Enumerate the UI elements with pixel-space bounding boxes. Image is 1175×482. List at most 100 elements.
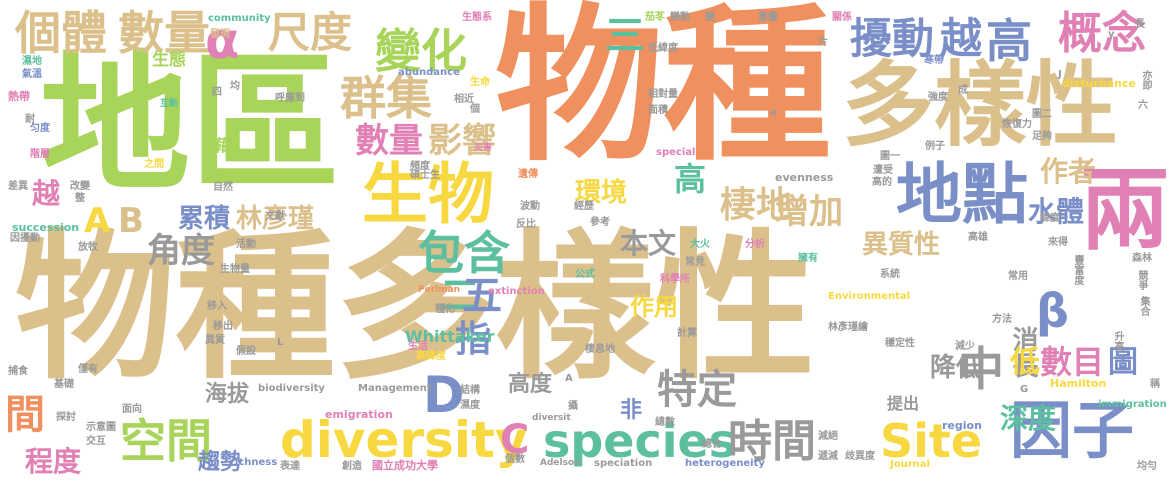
word: 移入 xyxy=(207,301,227,312)
word: 環境 xyxy=(575,178,628,208)
word: 反比 xyxy=(516,219,536,230)
word: 高 xyxy=(986,14,1032,68)
word: 變 xyxy=(705,12,715,23)
word: 創造 xyxy=(342,461,362,472)
word: richness xyxy=(230,457,278,468)
word: 變動 xyxy=(670,12,690,23)
word: 作者 xyxy=(1040,155,1097,188)
word: 呼應到 xyxy=(275,93,305,104)
word: 波動 xyxy=(520,201,540,212)
word: 公式 xyxy=(575,269,595,280)
word: 稱 xyxy=(1150,379,1160,390)
word: 經歷 xyxy=(574,201,594,212)
word: 累積 xyxy=(178,204,231,234)
word: heterogeneity xyxy=(685,458,765,469)
word: 數量 xyxy=(355,121,423,161)
word: 棲地 xyxy=(720,185,793,226)
word: 高度 xyxy=(508,372,553,397)
word: Adelson xyxy=(540,458,581,468)
word: 地區 xyxy=(40,38,341,212)
word: 生活 xyxy=(408,341,428,352)
word: 水體 xyxy=(1028,195,1085,228)
word: Whittaker xyxy=(405,327,495,346)
word: 歧異度 xyxy=(845,451,875,462)
word: 數目 xyxy=(1040,343,1105,381)
word: 分析 xyxy=(745,239,765,250)
word: 特定 xyxy=(657,367,737,413)
word: speciation xyxy=(594,458,653,469)
word: 假設 xyxy=(236,346,256,357)
word: A xyxy=(84,201,111,241)
word: 均 xyxy=(230,81,240,92)
word: 物種多樣性 xyxy=(15,214,816,401)
word: 發現 xyxy=(210,29,230,40)
word: 足夠 xyxy=(1032,131,1052,142)
word: 五 xyxy=(462,273,502,319)
word: 地點 xyxy=(896,156,1028,233)
word: 豐富度 xyxy=(1072,255,1083,285)
word: A xyxy=(565,373,573,384)
word: 異質性 xyxy=(862,230,941,260)
word: 高的 xyxy=(872,177,892,188)
word: 競爭 xyxy=(1136,270,1147,290)
word: 濕度 xyxy=(460,400,480,411)
word: 生命 xyxy=(470,77,490,88)
word: 升高 xyxy=(1112,331,1123,351)
word: 種化 xyxy=(435,304,455,315)
word: biodiversity xyxy=(258,383,325,394)
word: 僅有 xyxy=(78,364,98,375)
word: 基礎 xyxy=(54,379,74,390)
word: 面積 xyxy=(648,105,668,116)
word: 碩士生 xyxy=(410,170,440,181)
word: y xyxy=(1108,29,1115,40)
word: 匀度 xyxy=(30,123,50,134)
word: 增加 xyxy=(775,192,843,232)
word: Perlman xyxy=(418,285,461,295)
word: α xyxy=(205,12,240,70)
word: evenness xyxy=(775,171,834,184)
word: 表達 xyxy=(280,461,300,472)
word: 高緯度 xyxy=(416,351,446,362)
word: 常用 xyxy=(1008,271,1028,282)
word: 數量 xyxy=(118,6,210,60)
word: 林彥瑾繪 xyxy=(828,322,868,333)
word: 三 xyxy=(605,13,645,59)
word: 個數 xyxy=(505,454,525,465)
word: 尺度 xyxy=(268,8,353,57)
word: 熱帶 xyxy=(8,90,30,103)
word: 茄苳 xyxy=(645,12,665,23)
word: 趨勢 xyxy=(198,450,243,475)
word: 系統 xyxy=(880,269,900,280)
word: 結構 xyxy=(460,385,480,396)
word: 片 xyxy=(818,37,828,48)
word: 計算 xyxy=(677,328,697,339)
word: 海拔 xyxy=(205,382,250,407)
word: 來得 xyxy=(1048,237,1068,248)
word: D xyxy=(423,366,465,424)
word: 作用 xyxy=(630,293,678,321)
word: 遭受 xyxy=(873,165,893,176)
word: 因子 xyxy=(1010,394,1135,467)
word: 生態 xyxy=(152,50,186,70)
word: species xyxy=(543,414,737,468)
word: 國立成功大學 xyxy=(372,459,438,472)
word: Journal xyxy=(890,459,930,470)
word: 物種 xyxy=(495,0,831,184)
word: 攝 xyxy=(568,401,578,412)
word: 間 xyxy=(5,392,45,438)
word: 移出 xyxy=(213,321,233,332)
word: abundance xyxy=(398,67,460,78)
word: 角度 xyxy=(147,231,215,271)
word: 關係 xyxy=(832,12,852,23)
word: 亦即 xyxy=(1140,70,1151,90)
word: disturbance xyxy=(1062,77,1136,90)
word: 越 xyxy=(940,14,983,63)
word: 程度 xyxy=(25,445,82,478)
word: 消長 xyxy=(1008,326,1038,378)
word: 森林 xyxy=(1132,253,1152,264)
word: 捕食 xyxy=(8,366,28,377)
word: 交互 xyxy=(86,436,106,447)
word: 差異 xyxy=(8,181,28,192)
word: 包含 xyxy=(418,226,510,280)
word: succession xyxy=(12,221,80,234)
